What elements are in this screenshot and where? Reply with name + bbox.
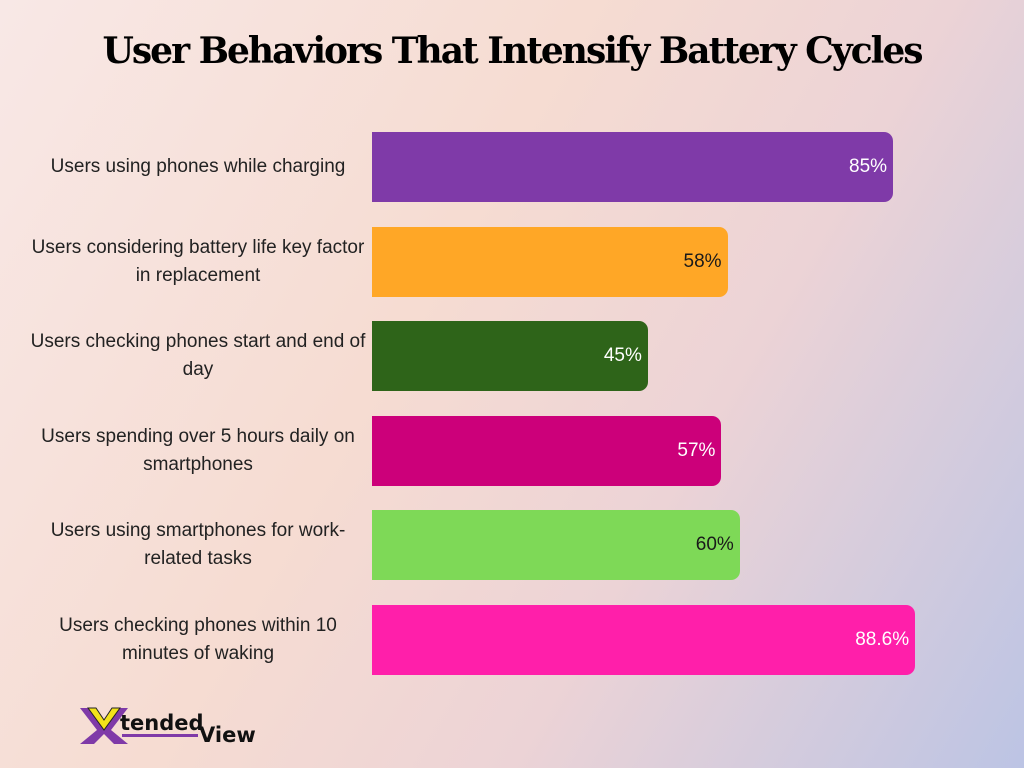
- data-label: 45%: [603, 345, 642, 366]
- category-label: Users considering battery life key facto…: [31, 236, 365, 286]
- bar: [372, 321, 648, 391]
- category-label: Users spending over 5 hours daily on sma…: [41, 425, 355, 475]
- category-label: Users using phones while charging: [50, 156, 346, 177]
- category-label: Users checking phones within 10 minutes …: [59, 614, 337, 664]
- data-label: 88.6%: [855, 628, 910, 650]
- svg-text:View: View: [199, 723, 256, 747]
- data-label: 60%: [695, 534, 734, 555]
- category-label: Users checking phones start and end of d…: [30, 331, 366, 380]
- bar: [372, 132, 894, 202]
- chart-title: User Behaviors That Intensify Battery Cy…: [102, 30, 924, 72]
- svg-text:tended: tended: [120, 711, 204, 735]
- bar: [372, 415, 722, 486]
- data-label: 58%: [683, 250, 722, 272]
- data-label: 85%: [849, 156, 888, 177]
- bar: [372, 510, 740, 580]
- bar: [372, 226, 728, 297]
- xtendedview-logo: tended View: [80, 707, 256, 747]
- category-label: Users using smartphones for work-related…: [50, 520, 346, 569]
- bar: [372, 604, 916, 675]
- data-label: 57%: [677, 439, 716, 461]
